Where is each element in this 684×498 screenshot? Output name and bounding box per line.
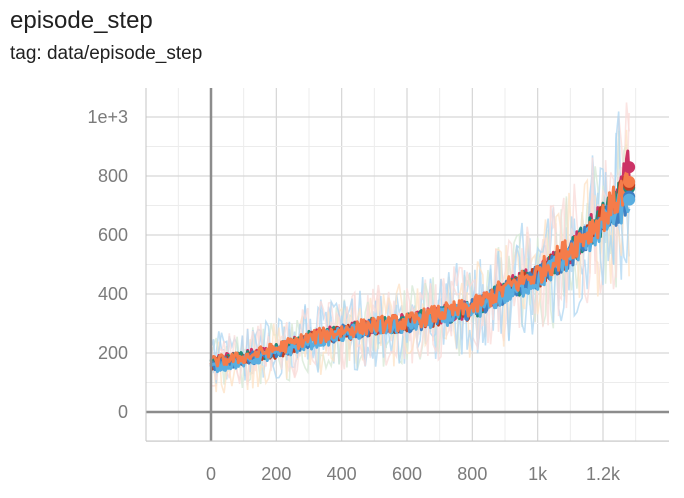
y-tick-label: 200: [98, 343, 128, 363]
y-tick-label: 1e+3: [87, 107, 128, 127]
x-tick-label: 800: [457, 464, 487, 484]
x-tick-label: 400: [327, 464, 357, 484]
chart-title: episode_step: [10, 7, 153, 34]
y-tick-label: 800: [98, 166, 128, 186]
series-endpoint: [623, 161, 636, 174]
x-tick-label: 1k: [528, 464, 548, 484]
x-tick-label: 600: [392, 464, 422, 484]
smoothed-series: [209, 149, 631, 374]
series-line: [209, 170, 631, 368]
series-endpoint: [623, 193, 636, 206]
y-tick-label: 0: [118, 402, 128, 422]
y-tick-label: 600: [98, 225, 128, 245]
chart-subtitle: tag: data/episode_step: [10, 43, 203, 64]
series-endpoint: [623, 175, 636, 188]
x-tick-label: 0: [206, 464, 216, 484]
series-endpoints: [623, 161, 636, 206]
x-tick-label: 200: [261, 464, 291, 484]
y-tick-label: 400: [98, 284, 128, 304]
x-tick-label: 1.2k: [586, 464, 621, 484]
axes: [145, 88, 669, 442]
y-tick-labels: 0 200 400 600 800 1e+3: [87, 107, 128, 422]
x-tick-labels: 0 200 400 600 800 1k 1.2k: [206, 464, 621, 484]
raw-series-line: [210, 112, 630, 386]
